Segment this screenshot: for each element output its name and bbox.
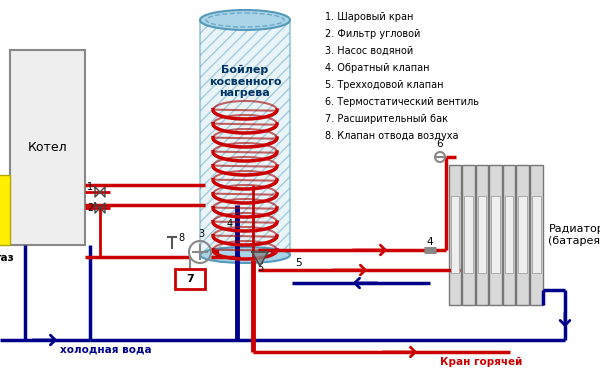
Bar <box>175 269 205 289</box>
Bar <box>449 165 461 305</box>
Text: Кран горячей
воды: Кран горячей воды <box>440 357 523 371</box>
Text: 4: 4 <box>227 219 233 229</box>
Bar <box>489 165 502 305</box>
Ellipse shape <box>200 10 290 30</box>
Text: 6: 6 <box>436 139 443 149</box>
Text: 4: 4 <box>427 237 433 247</box>
Bar <box>505 196 514 273</box>
Text: 3: 3 <box>198 229 204 239</box>
Bar <box>476 165 488 305</box>
Ellipse shape <box>200 247 290 263</box>
Bar <box>491 196 500 273</box>
Text: 7. Расширительный бак: 7. Расширительный бак <box>325 114 448 124</box>
Text: 2. Фильтр угловой: 2. Фильтр угловой <box>325 29 421 39</box>
Bar <box>462 165 475 305</box>
Bar <box>478 196 486 273</box>
Bar <box>530 165 542 305</box>
Bar <box>10 50 85 245</box>
Text: 1. Шаровый кран: 1. Шаровый кран <box>325 12 413 22</box>
Text: 4. Обратный клапан: 4. Обратный клапан <box>325 63 430 73</box>
Text: 3. Насос водяной: 3. Насос водяной <box>325 46 413 56</box>
Text: 8. Клапан отвода воздуха: 8. Клапан отвода воздуха <box>325 131 458 141</box>
Text: 1: 1 <box>87 182 93 192</box>
Text: Котел: Котел <box>28 141 67 154</box>
Text: Бойлер
косвенного
нагрева: Бойлер косвенного нагрева <box>209 65 281 98</box>
Polygon shape <box>252 252 268 266</box>
Text: 5. Трехходовой клапан: 5. Трехходовой клапан <box>325 80 443 90</box>
Bar <box>0 175 10 245</box>
Text: 5: 5 <box>295 258 302 268</box>
Bar <box>451 196 459 273</box>
Text: 7: 7 <box>186 274 194 284</box>
Text: 6. Термостатический вентиль: 6. Термостатический вентиль <box>325 97 479 107</box>
Text: газ: газ <box>0 253 13 263</box>
Bar <box>503 165 515 305</box>
Bar <box>200 20 290 255</box>
Bar <box>532 196 541 273</box>
Text: 2: 2 <box>87 203 93 213</box>
Bar <box>518 196 527 273</box>
Bar <box>517 165 529 305</box>
Text: Радиатор
(батарея): Радиатор (батарея) <box>548 224 600 246</box>
Bar <box>464 196 473 273</box>
Text: 8: 8 <box>178 233 184 243</box>
Text: 5: 5 <box>257 263 263 273</box>
Text: холодная вода: холодная вода <box>60 345 152 355</box>
